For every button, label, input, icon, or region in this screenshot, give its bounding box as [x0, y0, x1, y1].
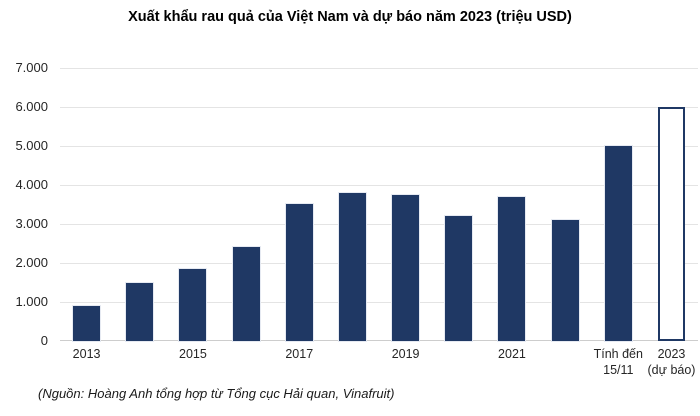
gridline [60, 224, 698, 225]
bar [231, 246, 261, 342]
y-tick-label: 0 [40, 333, 48, 348]
x-tick-label: 2019 [391, 347, 420, 361]
y-tick-label: 4.000 [15, 177, 48, 192]
x-tick-label [432, 347, 485, 378]
bar [125, 282, 155, 342]
bar-column [166, 68, 219, 342]
y-tick-label: 5.000 [15, 138, 48, 153]
x-axis: 2013 2015 2017 2019 2021 Tính đến 15/11 2023 (… [60, 347, 698, 378]
bar-column [432, 68, 485, 342]
bar-column [326, 68, 379, 342]
bar [444, 215, 474, 342]
bar [337, 192, 367, 342]
y-tick-label: 6.000 [15, 99, 48, 114]
bar [497, 196, 527, 342]
x-tick-label: 2017 [285, 347, 314, 361]
source-note: (Nguồn: Hoàng Anh tổng hợp từ Tổng cục H… [38, 386, 395, 401]
bar-column [60, 68, 113, 342]
x-tick-label: 2015 [179, 347, 207, 361]
forecast-bar [657, 107, 685, 341]
x-tick-label [539, 347, 592, 378]
y-tick-label: 1.000 [15, 294, 48, 309]
gridline [60, 146, 698, 147]
gridline [60, 107, 698, 108]
bar-column [592, 68, 645, 342]
y-axis: 7.000 6.000 5.000 4.000 3.000 2.000 1.000 0 [0, 60, 48, 348]
x-tick-label: Tính đến 15/11 [593, 347, 643, 377]
x-tick-label: 2013 [72, 347, 101, 361]
bar-column [113, 68, 166, 342]
x-tick-label: 2021 [498, 347, 526, 361]
bar-series [60, 68, 698, 342]
x-tick-label: 2023 (dự báo) [647, 347, 696, 377]
bar-column [220, 68, 273, 342]
gridline [60, 68, 698, 69]
bar [178, 268, 208, 342]
x-axis-line [60, 340, 698, 341]
y-tick-label: 3.000 [15, 216, 48, 231]
chart-title: Xuất khẩu rau quả của Việt Nam và dự báo… [128, 9, 572, 25]
bar [391, 194, 421, 342]
gridline [60, 185, 698, 186]
bar [284, 203, 314, 342]
x-tick-label [326, 347, 379, 378]
bar-column [379, 68, 432, 342]
x-tick-label [220, 347, 273, 378]
bar-column [539, 68, 592, 342]
bar-column [645, 68, 698, 341]
bar [550, 219, 580, 342]
gridline [60, 302, 698, 303]
plot-area [60, 68, 698, 342]
bar [72, 305, 102, 342]
y-tick-label: 7.000 [15, 60, 48, 75]
bar-column [273, 68, 326, 342]
bar [603, 145, 633, 342]
gridline [60, 263, 698, 264]
y-tick-label: 2.000 [15, 255, 48, 270]
x-tick-label [113, 347, 166, 378]
bar-column [485, 68, 538, 342]
